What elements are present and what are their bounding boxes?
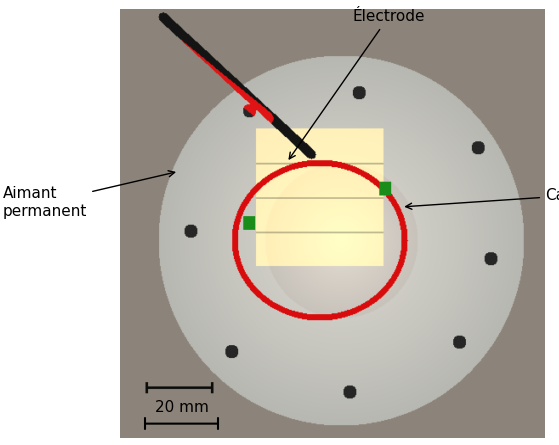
- Text: 20 mm: 20 mm: [155, 400, 209, 415]
- Text: Canal: Canal: [406, 188, 559, 209]
- Text: Aimant
permanent: Aimant permanent: [3, 171, 174, 218]
- Text: Électrode: Électrode: [289, 9, 425, 159]
